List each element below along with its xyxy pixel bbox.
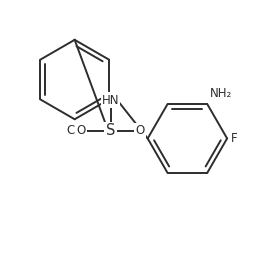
Text: Cl: Cl xyxy=(66,124,78,137)
Text: S: S xyxy=(106,123,115,138)
Text: O: O xyxy=(135,124,145,137)
Text: HN: HN xyxy=(102,93,119,106)
Text: NH₂: NH₂ xyxy=(210,87,232,100)
Text: F: F xyxy=(231,132,238,145)
Text: O: O xyxy=(76,124,86,137)
